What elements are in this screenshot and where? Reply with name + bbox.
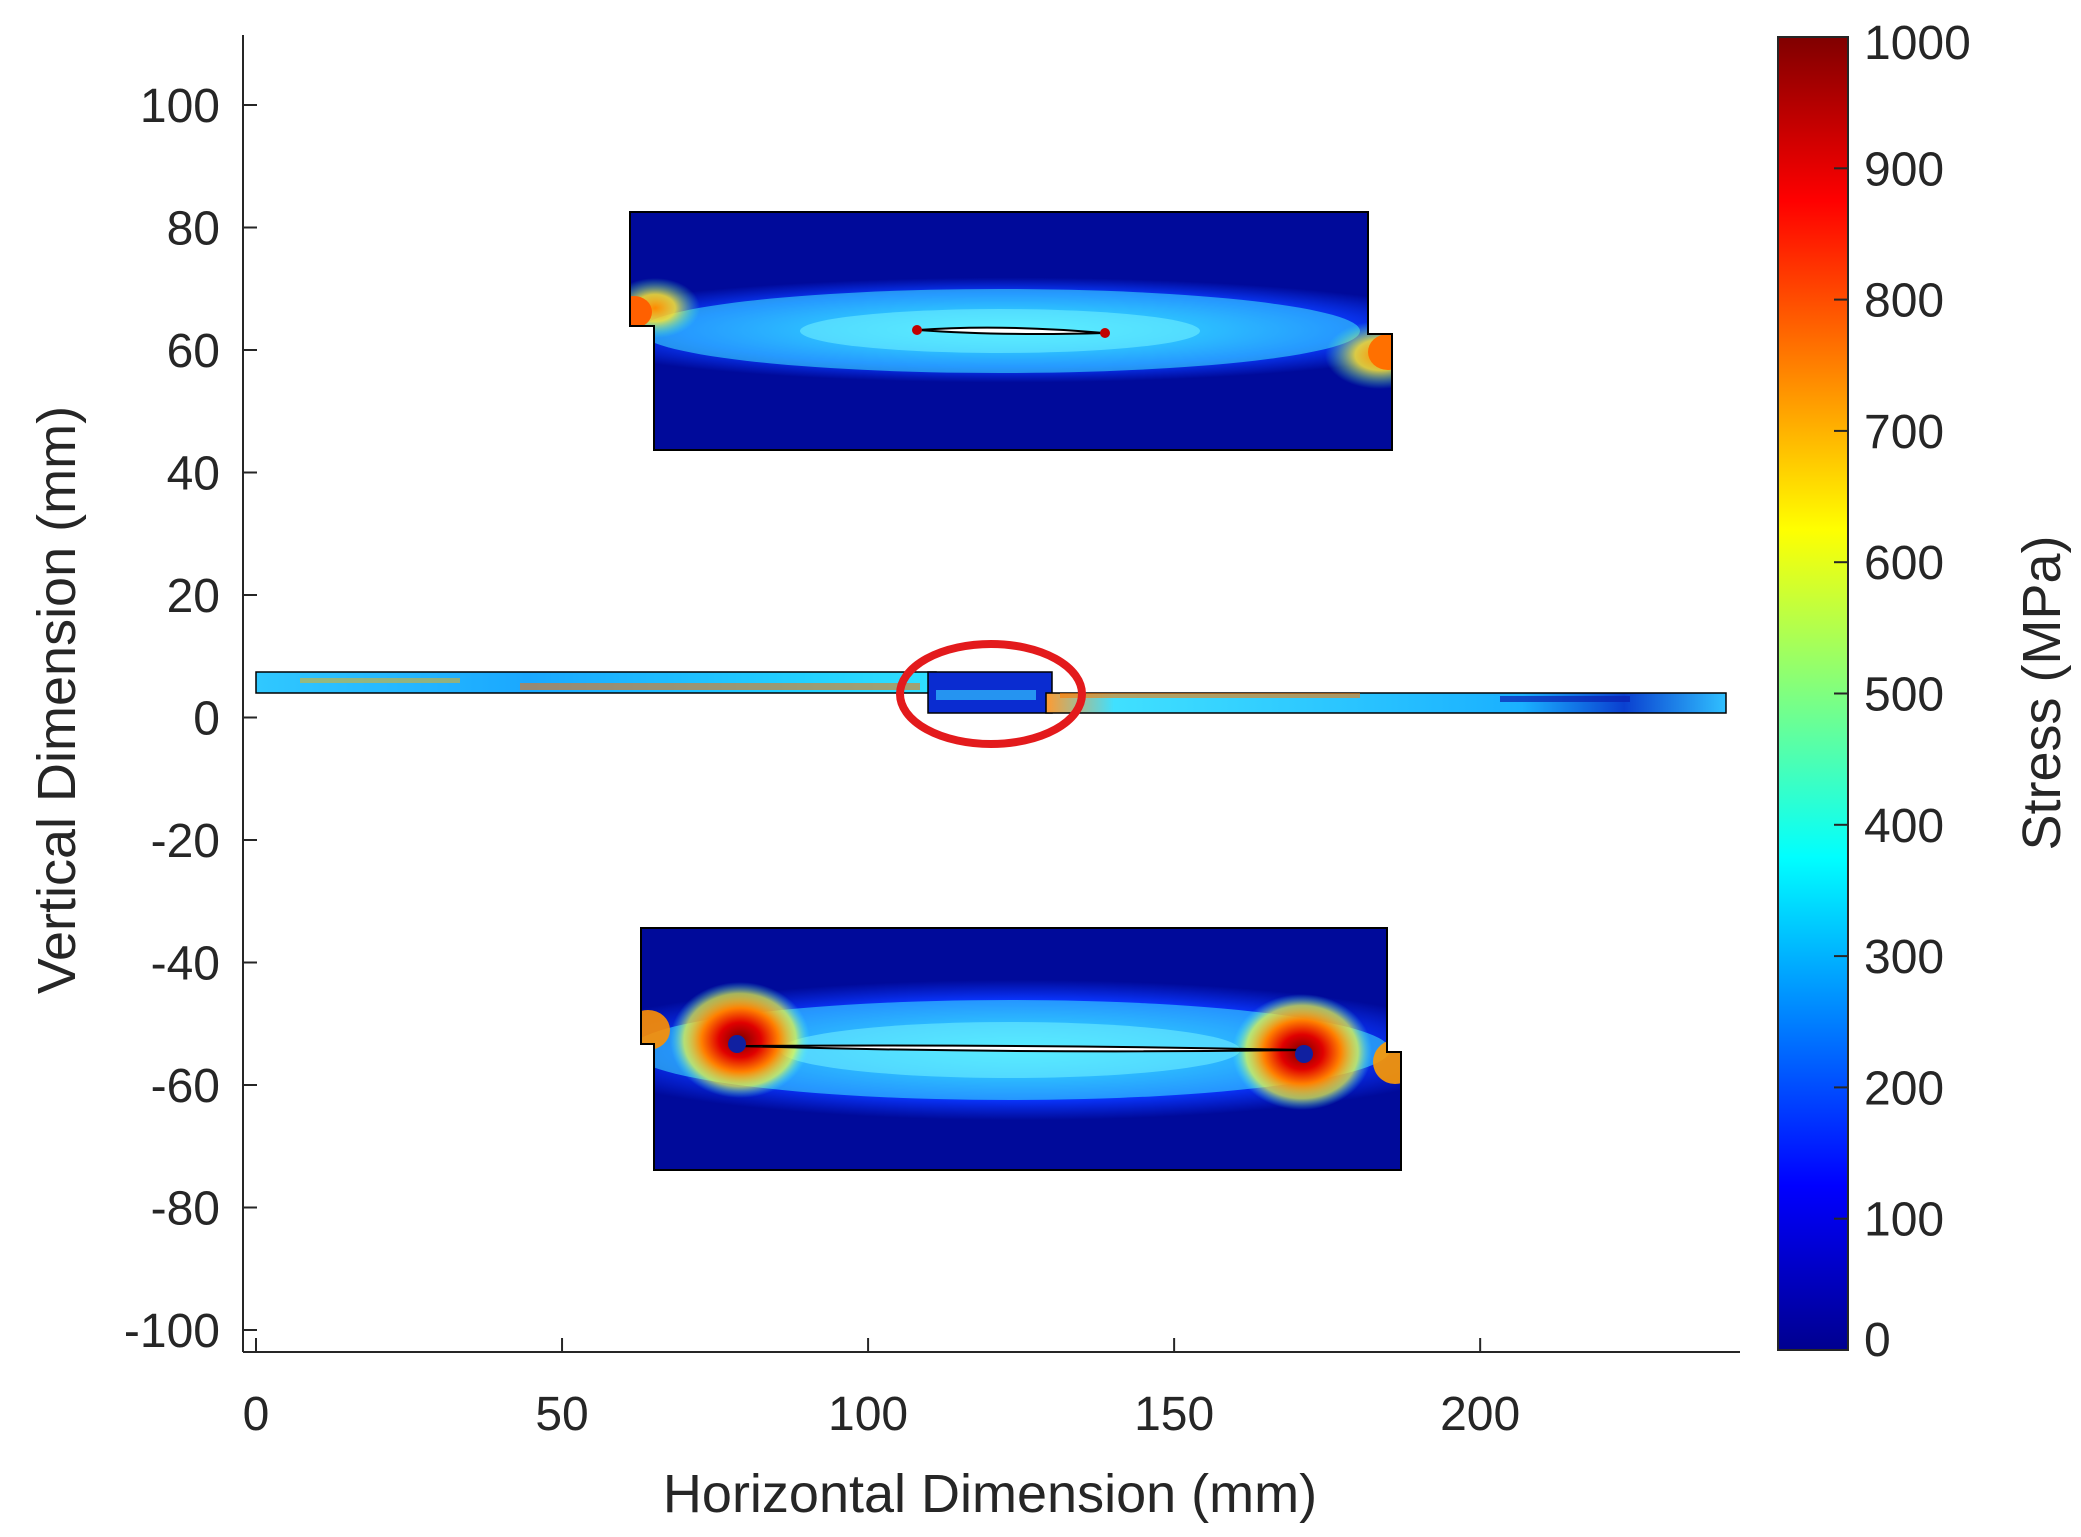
colorbar-tick-label: 700 <box>1864 406 1944 459</box>
colorbar-label: Stress (MPa) <box>2012 535 2072 850</box>
middle-joint <box>255 671 1727 714</box>
y-tick-label: 60 <box>167 325 220 378</box>
x-ticks: 0 50 100 150 200 <box>243 1338 1520 1441</box>
y-axis-label: Vertical Dimension (mm) <box>27 406 87 994</box>
x-axis-label: Horizontal Dimension (mm) <box>663 1464 1317 1524</box>
colorbar-ticks: 0 100 200 300 400 500 600 700 800 900 1000 <box>1834 17 1971 1367</box>
x-tick-label: 50 <box>535 1388 588 1441</box>
top-crack-tip-right <box>1100 328 1110 338</box>
colorbar-tick-label: 600 <box>1864 537 1944 590</box>
colorbar-tick-label: 400 <box>1864 800 1944 853</box>
colorbar-tick-label: 1000 <box>1864 17 1971 70</box>
bottom-specimen-outline <box>640 927 1402 1171</box>
y-tick-label: -100 <box>124 1305 220 1358</box>
colorbar-tick-label: 0 <box>1864 1314 1891 1367</box>
colorbar-tick-label: 500 <box>1864 669 1944 722</box>
y-tick-label: -40 <box>151 938 220 991</box>
x-tick-label: 0 <box>243 1388 270 1441</box>
colorbar-tick-label: 200 <box>1864 1062 1944 1115</box>
y-tick-label: -20 <box>151 815 220 868</box>
colorbar-tick-label: 300 <box>1864 931 1944 984</box>
bottom-crack-tip-right <box>1295 1045 1313 1063</box>
axes <box>242 35 1740 1353</box>
colorbar-tick-label: 900 <box>1864 143 1944 196</box>
colorbar-tick-label: 100 <box>1864 1194 1944 1247</box>
y-tick-label: 0 <box>193 693 220 746</box>
colorbar-tick-label: 800 <box>1864 275 1944 328</box>
x-tick-label: 100 <box>828 1388 908 1441</box>
y-tick-label: 20 <box>167 570 220 623</box>
annotation-ellipse <box>896 640 1086 748</box>
x-tick-label: 200 <box>1440 1388 1520 1441</box>
top-crack-tip-left <box>912 325 922 335</box>
y-tick-label: -80 <box>151 1183 220 1236</box>
top-specimen-outline <box>629 211 1393 451</box>
y-tick-label: 100 <box>140 80 220 133</box>
y-tick-label: 80 <box>167 203 220 256</box>
y-tick-label: 40 <box>167 448 220 501</box>
x-tick-label: 150 <box>1134 1388 1214 1441</box>
y-ticks: 100 80 60 40 20 0 -20 -40 -60 -80 -100 <box>124 80 257 1358</box>
bottom-crack-tip-left <box>728 1035 746 1053</box>
y-tick-label: -60 <box>151 1060 220 1113</box>
